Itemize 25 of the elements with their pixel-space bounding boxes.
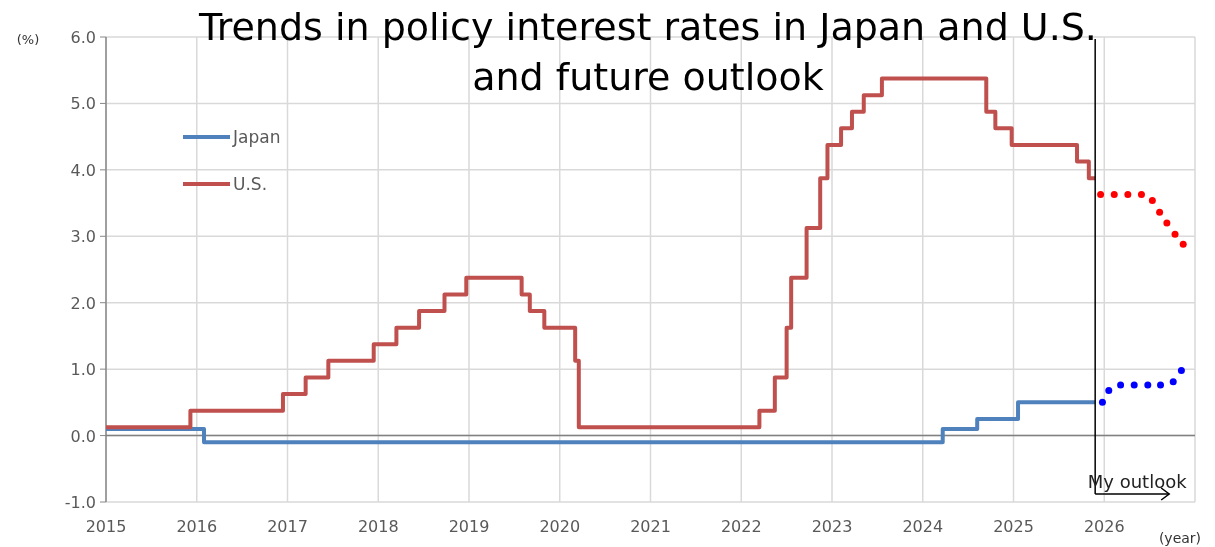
x-tick-label: 2023 bbox=[811, 517, 853, 536]
y-tick-label: 4.0 bbox=[70, 160, 96, 180]
x-tick-label: 2026 bbox=[1083, 517, 1125, 536]
x-tick-label: 2021 bbox=[630, 517, 671, 536]
chart-title: Trends in policy interest rates in Japan and U.S. and future outlook bbox=[198, 5, 1097, 99]
y-tick-label: 2.0 bbox=[70, 293, 96, 313]
x-tick-label: 2025 bbox=[993, 517, 1034, 536]
y-tick-label: -1.0 bbox=[64, 493, 96, 512]
x-tick-label: 2019 bbox=[448, 517, 490, 536]
x-tick-label: 2022 bbox=[720, 517, 762, 536]
legend-label: U.S. bbox=[233, 174, 268, 194]
x-axis-title: (year) bbox=[1158, 530, 1202, 546]
x-tick-label: 2016 bbox=[176, 517, 218, 536]
x-tick-label: 2015 bbox=[85, 517, 127, 536]
y-tick-label: 1.0 bbox=[70, 360, 96, 380]
x-tick-label: 2018 bbox=[357, 517, 399, 536]
y-tick-label: 0.0 bbox=[70, 426, 96, 446]
legend-label: Japan bbox=[232, 127, 281, 147]
y-tick-label: 6.0 bbox=[70, 28, 96, 47]
x-tick-label: 2024 bbox=[902, 517, 944, 536]
x-tick-label: 2020 bbox=[539, 517, 581, 536]
y-tick-label: 5.0 bbox=[70, 94, 96, 114]
x-tick-label: 2017 bbox=[267, 517, 308, 536]
y-tick-label: 3.0 bbox=[70, 227, 96, 247]
y-axis-title: (%) bbox=[16, 32, 40, 47]
